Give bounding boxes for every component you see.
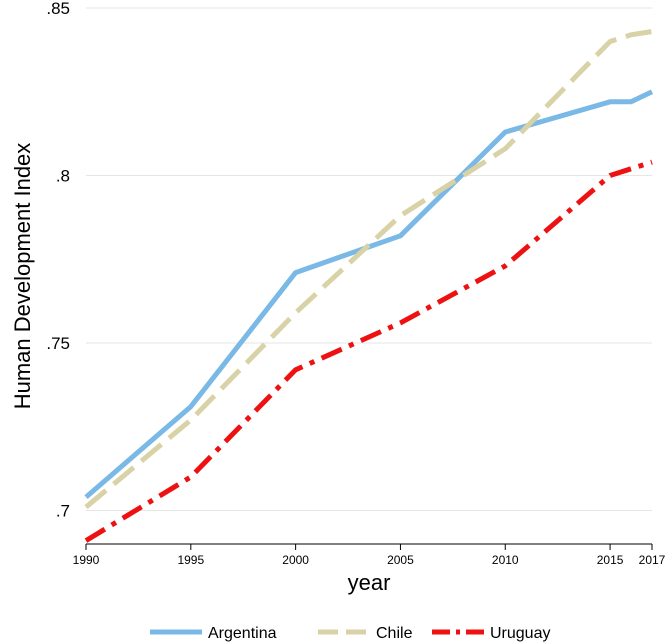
series-line-chile	[84, 29, 653, 510]
y-tick-label: .75	[46, 334, 70, 353]
x-tick-label: 2015	[597, 553, 624, 567]
x-tick-label: 2010	[492, 553, 519, 567]
legend-label: Argentina	[208, 625, 277, 642]
x-axis-ticks: 1990 1995 2000 2005 2010 2015 2017	[73, 544, 665, 567]
y-axis-ticks: .7 .75 .8 .85	[46, 0, 70, 521]
x-tick-label: 1995	[177, 553, 204, 567]
y-tick-label: .85	[46, 0, 70, 18]
x-tick-label: 2000	[282, 553, 309, 567]
x-tick-label: 2017	[639, 553, 665, 567]
x-tick-label: 2005	[387, 553, 414, 567]
series-lines	[84, 29, 654, 543]
y-tick-label: .8	[56, 167, 70, 186]
gridlines	[86, 7, 652, 511]
legend: Argentina Chile Uruguay	[150, 625, 550, 642]
legend-label: Chile	[376, 625, 413, 642]
y-axis-title: Human Development Index	[10, 143, 35, 410]
legend-label: Uruguay	[490, 625, 550, 642]
series-line-uruguay	[84, 159, 653, 543]
x-axis-title: year	[348, 570, 391, 595]
x-tick-label: 1990	[73, 553, 100, 567]
y-tick-label: .7	[56, 502, 70, 521]
